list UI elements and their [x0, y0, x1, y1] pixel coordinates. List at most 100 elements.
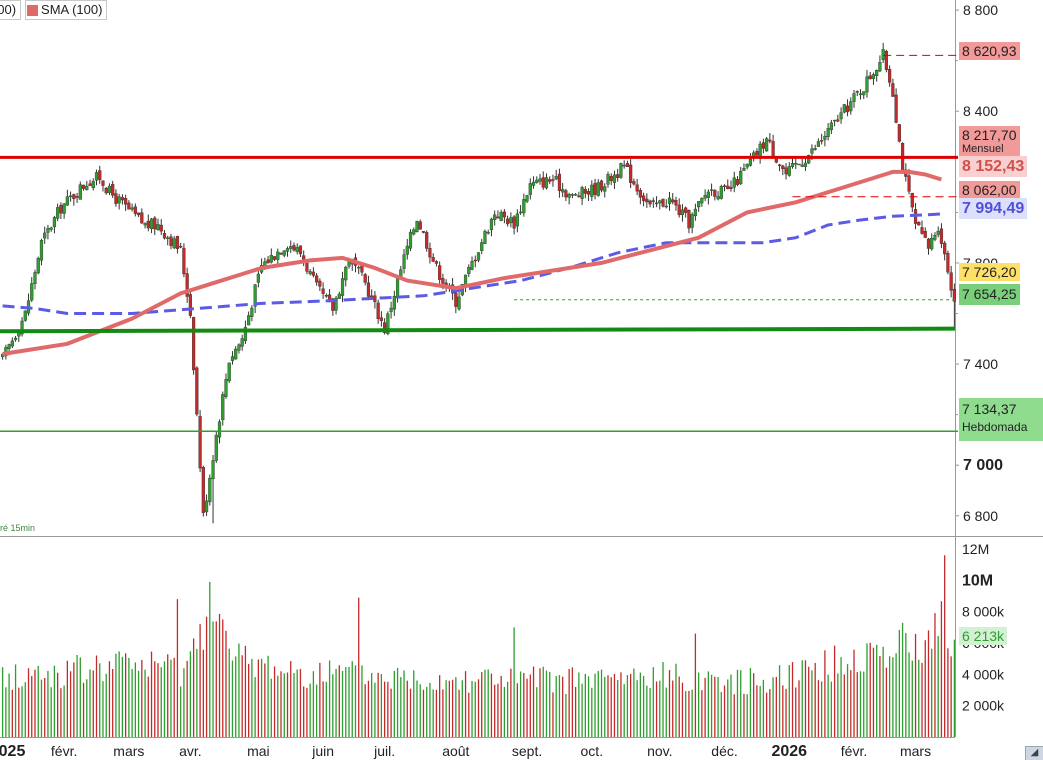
candle-body: [797, 163, 801, 166]
legend-sma200[interactable]: 200): [0, 0, 22, 20]
candle-body: [23, 310, 27, 321]
candle-body: [674, 200, 678, 206]
y-tick-label: 6 800: [963, 508, 998, 524]
candle-body: [732, 177, 736, 188]
candle-body: [253, 284, 257, 307]
tag-high: 8 620,93: [959, 42, 1020, 60]
candle-body: [658, 200, 662, 204]
candle-body: [619, 163, 623, 178]
delay-note: ré 15min: [0, 523, 36, 533]
candle-body: [777, 164, 782, 167]
candle-body: [807, 154, 811, 164]
candle-body: [816, 141, 821, 147]
candle-body: [75, 196, 79, 198]
candle-body: [318, 280, 322, 287]
candle-body: [185, 273, 189, 297]
candle-body: [570, 194, 574, 196]
candle-body: [884, 50, 888, 70]
candle-body: [227, 362, 231, 382]
candle-body: [237, 344, 241, 351]
candle-body: [509, 217, 513, 224]
candle-body: [638, 189, 642, 198]
candle-body: [894, 94, 898, 123]
volume-series: [1, 555, 956, 737]
tag-volume-last: 6 213k: [959, 627, 1008, 645]
x-tick-label: avr.: [179, 743, 202, 759]
candle-body: [347, 261, 351, 267]
candle-body: [719, 186, 723, 199]
candle-body: [826, 128, 830, 138]
candle-body: [370, 295, 374, 298]
candle-body: [111, 184, 115, 196]
candle-body: [376, 302, 380, 320]
x-tick-label: nov.: [647, 743, 672, 759]
candle-body: [172, 238, 176, 249]
candle-body: [402, 254, 406, 269]
candle-body: [470, 261, 474, 270]
candle-body: [195, 367, 199, 415]
candle-body: [405, 245, 409, 255]
candle-body: [813, 148, 817, 150]
candle-body: [548, 179, 552, 182]
candle-body: [706, 191, 710, 198]
candle-body: [952, 288, 956, 302]
candle-body: [467, 267, 471, 274]
candle-body: [211, 460, 215, 480]
candle-body: [434, 261, 439, 264]
candle-body: [480, 242, 484, 251]
candle-body: [285, 248, 290, 252]
candle-body: [865, 76, 869, 93]
candle-body: [383, 322, 387, 333]
candle-body: [726, 185, 730, 190]
candle-body: [907, 175, 911, 192]
candle-body: [476, 252, 481, 261]
candle-body: [599, 180, 604, 191]
candle-body: [499, 212, 503, 221]
candle-body: [868, 75, 872, 80]
candle-body: [421, 231, 426, 233]
candle-body: [214, 434, 218, 461]
candle-body: [616, 174, 620, 178]
candle-body: [366, 282, 371, 297]
candle-body: [544, 177, 549, 189]
candle-body: [104, 187, 108, 194]
candle-body: [221, 394, 225, 421]
candle-body: [188, 294, 192, 316]
candle-body: [149, 218, 154, 230]
candle-body: [739, 170, 743, 185]
candle-body: [311, 271, 315, 276]
candle-body: [839, 112, 843, 120]
candle-body: [412, 229, 416, 235]
candle-body: [651, 200, 655, 202]
candle-body: [192, 317, 196, 371]
y-tick-label: 8 400: [963, 103, 998, 119]
candle-body: [926, 238, 931, 249]
candle-body: [910, 192, 914, 208]
candle-body: [858, 93, 863, 95]
y-tick-label: 7 000: [963, 457, 1003, 474]
candle-body: [140, 212, 144, 224]
candle-body: [373, 295, 377, 302]
legend-sma200-label: 200): [0, 2, 17, 17]
candle-body: [680, 209, 685, 215]
legend-sma100[interactable]: SMA (100): [25, 0, 108, 20]
candle-body: [502, 211, 506, 218]
candle-body: [758, 143, 762, 158]
tag-weekly: 7 134,37 Hebdomada: [959, 398, 1043, 441]
candle-body: [852, 93, 856, 102]
candle-body: [224, 379, 228, 397]
zoom-corner-button[interactable]: ◢: [1025, 746, 1043, 760]
candle-body: [392, 296, 396, 310]
candle-body: [179, 246, 183, 248]
candle-body: [153, 217, 157, 230]
x-tick-label: oct.: [581, 743, 604, 759]
candle-body: [208, 477, 212, 503]
candle-body: [324, 295, 328, 297]
candle-body: [389, 307, 393, 313]
candle-body: [428, 248, 432, 258]
candle-body: [790, 163, 795, 167]
candle-body: [506, 218, 510, 225]
candle-body: [693, 208, 697, 217]
candle-body: [88, 183, 92, 186]
candle-body: [276, 251, 280, 260]
